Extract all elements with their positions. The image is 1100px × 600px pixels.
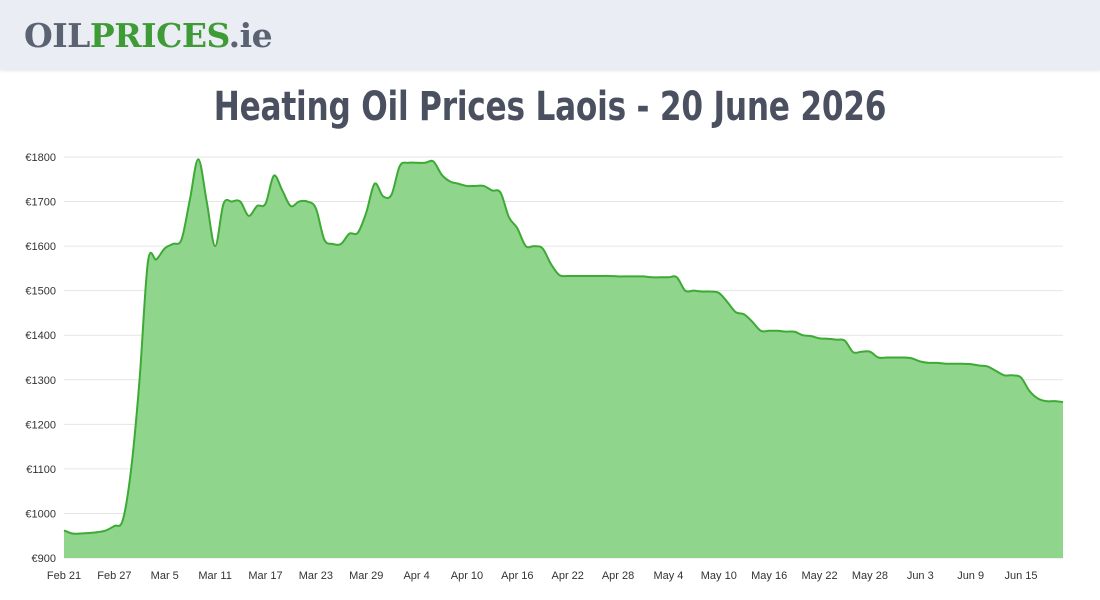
y-tick-label: €1100 [26, 464, 56, 476]
x-tick-label: Apr 4 [403, 570, 429, 582]
x-tick-label: Mar 29 [349, 570, 383, 582]
y-tick-label: €1600 [25, 241, 56, 253]
page-title: Heating Oil Prices Laois - 20 June 2026 [213, 84, 887, 130]
x-tick-label: May 16 [751, 570, 787, 582]
site-header: OILPRICES.ie [0, 0, 1100, 70]
x-tick-label: Mar 5 [151, 570, 179, 582]
price-area [64, 159, 1063, 558]
x-tick-label: Jun 3 [907, 570, 934, 582]
logo-oil-text: OIL [24, 16, 90, 55]
x-tick-label: Mar 11 [198, 570, 231, 582]
y-tick-label: €1200 [25, 419, 56, 431]
x-tick-label: May 22 [802, 570, 838, 582]
x-tick-label: Mar 23 [299, 570, 333, 582]
x-tick-label: Jun 9 [957, 570, 984, 582]
y-tick-label: €1000 [25, 508, 56, 520]
logo-prices-text: PRICES [89, 16, 229, 55]
y-tick-label: €1800 [25, 152, 56, 164]
x-tick-label: Apr 22 [551, 570, 583, 582]
y-tick-label: €1400 [25, 330, 56, 342]
x-tick-label: Jun 15 [1005, 570, 1038, 582]
x-tick-label: May 10 [701, 570, 737, 582]
x-tick-label: Apr 28 [602, 570, 634, 582]
y-tick-label: €1300 [25, 375, 56, 387]
site-logo[interactable]: OILPRICES.ie [24, 14, 273, 58]
price-line [63, 158, 1064, 535]
x-tick-label: May 28 [852, 570, 888, 582]
x-tick-label: Mar 17 [248, 570, 282, 582]
y-tick-label: €1700 [25, 197, 56, 209]
y-axis: €900 €1000 €1100 €1200 €1300 €1400 €1500 €1600 €… [25, 152, 56, 565]
x-tick-label: Apr 16 [501, 570, 533, 582]
y-tick-label: €900 [32, 553, 56, 565]
y-tick-label: €1500 [25, 286, 56, 298]
logo-tld-text: .ie [228, 16, 273, 55]
price-chart: €900 €1000 €1100 €1200 €1300 €1400 €1500 €1600 €… [25, 152, 1064, 582]
x-tick-label: Apr 10 [451, 570, 483, 582]
x-tick-label: May 4 [653, 570, 683, 582]
x-axis: Feb 21 Feb 27 Mar 5 Mar 11 Mar 17 Mar 23 Mar 2… [47, 570, 1038, 582]
x-tick-label: Feb 27 [97, 570, 131, 582]
x-tick-label: Feb 21 [47, 570, 81, 582]
